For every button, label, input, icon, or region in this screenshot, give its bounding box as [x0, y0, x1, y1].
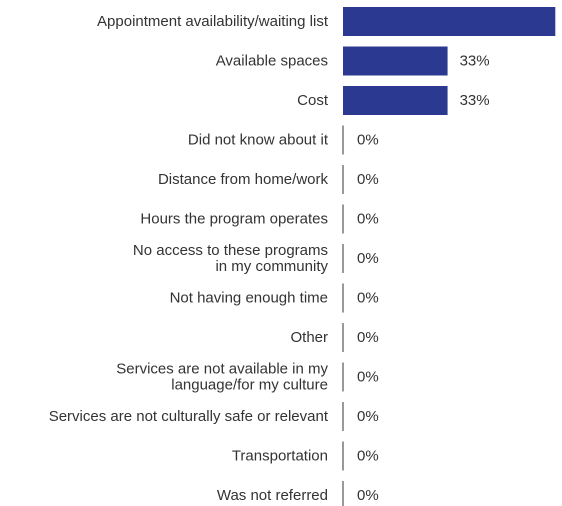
- value-label: 0%: [357, 369, 379, 386]
- value-label: 33%: [460, 53, 490, 70]
- category-label: No access to these programs: [133, 242, 328, 259]
- value-label: 0%: [357, 171, 379, 188]
- value-label: 0%: [357, 132, 379, 149]
- value-label: 0%: [357, 250, 379, 267]
- category-label: Distance from home/work: [158, 171, 329, 188]
- value-label: 33%: [460, 92, 490, 109]
- value-label: 0%: [357, 290, 379, 307]
- value-label: 0%: [357, 448, 379, 465]
- bar: [343, 7, 556, 36]
- category-label: Not having enough time: [170, 290, 328, 307]
- value-label: 0%: [357, 408, 379, 425]
- category-label: Transportation: [232, 448, 328, 465]
- category-label: Services are not culturally safe or rele…: [49, 408, 329, 425]
- category-label: in my community: [215, 258, 328, 275]
- category-label: Did not know about it: [188, 132, 329, 149]
- category-label: Hours the program operates: [140, 211, 328, 228]
- category-label: language/for my culture: [171, 377, 328, 394]
- category-label: Was not referred: [217, 487, 328, 504]
- bar: [343, 86, 448, 115]
- value-label: 0%: [357, 329, 379, 346]
- category-label: Services are not available in my: [116, 361, 328, 378]
- category-label: Cost: [297, 92, 329, 109]
- value-label: 0%: [357, 487, 379, 504]
- category-label: Other: [290, 329, 328, 346]
- bar: [343, 46, 448, 76]
- category-label: Available spaces: [216, 53, 328, 70]
- value-label: 0%: [357, 211, 379, 228]
- category-label: Appointment availability/waiting list: [97, 13, 329, 30]
